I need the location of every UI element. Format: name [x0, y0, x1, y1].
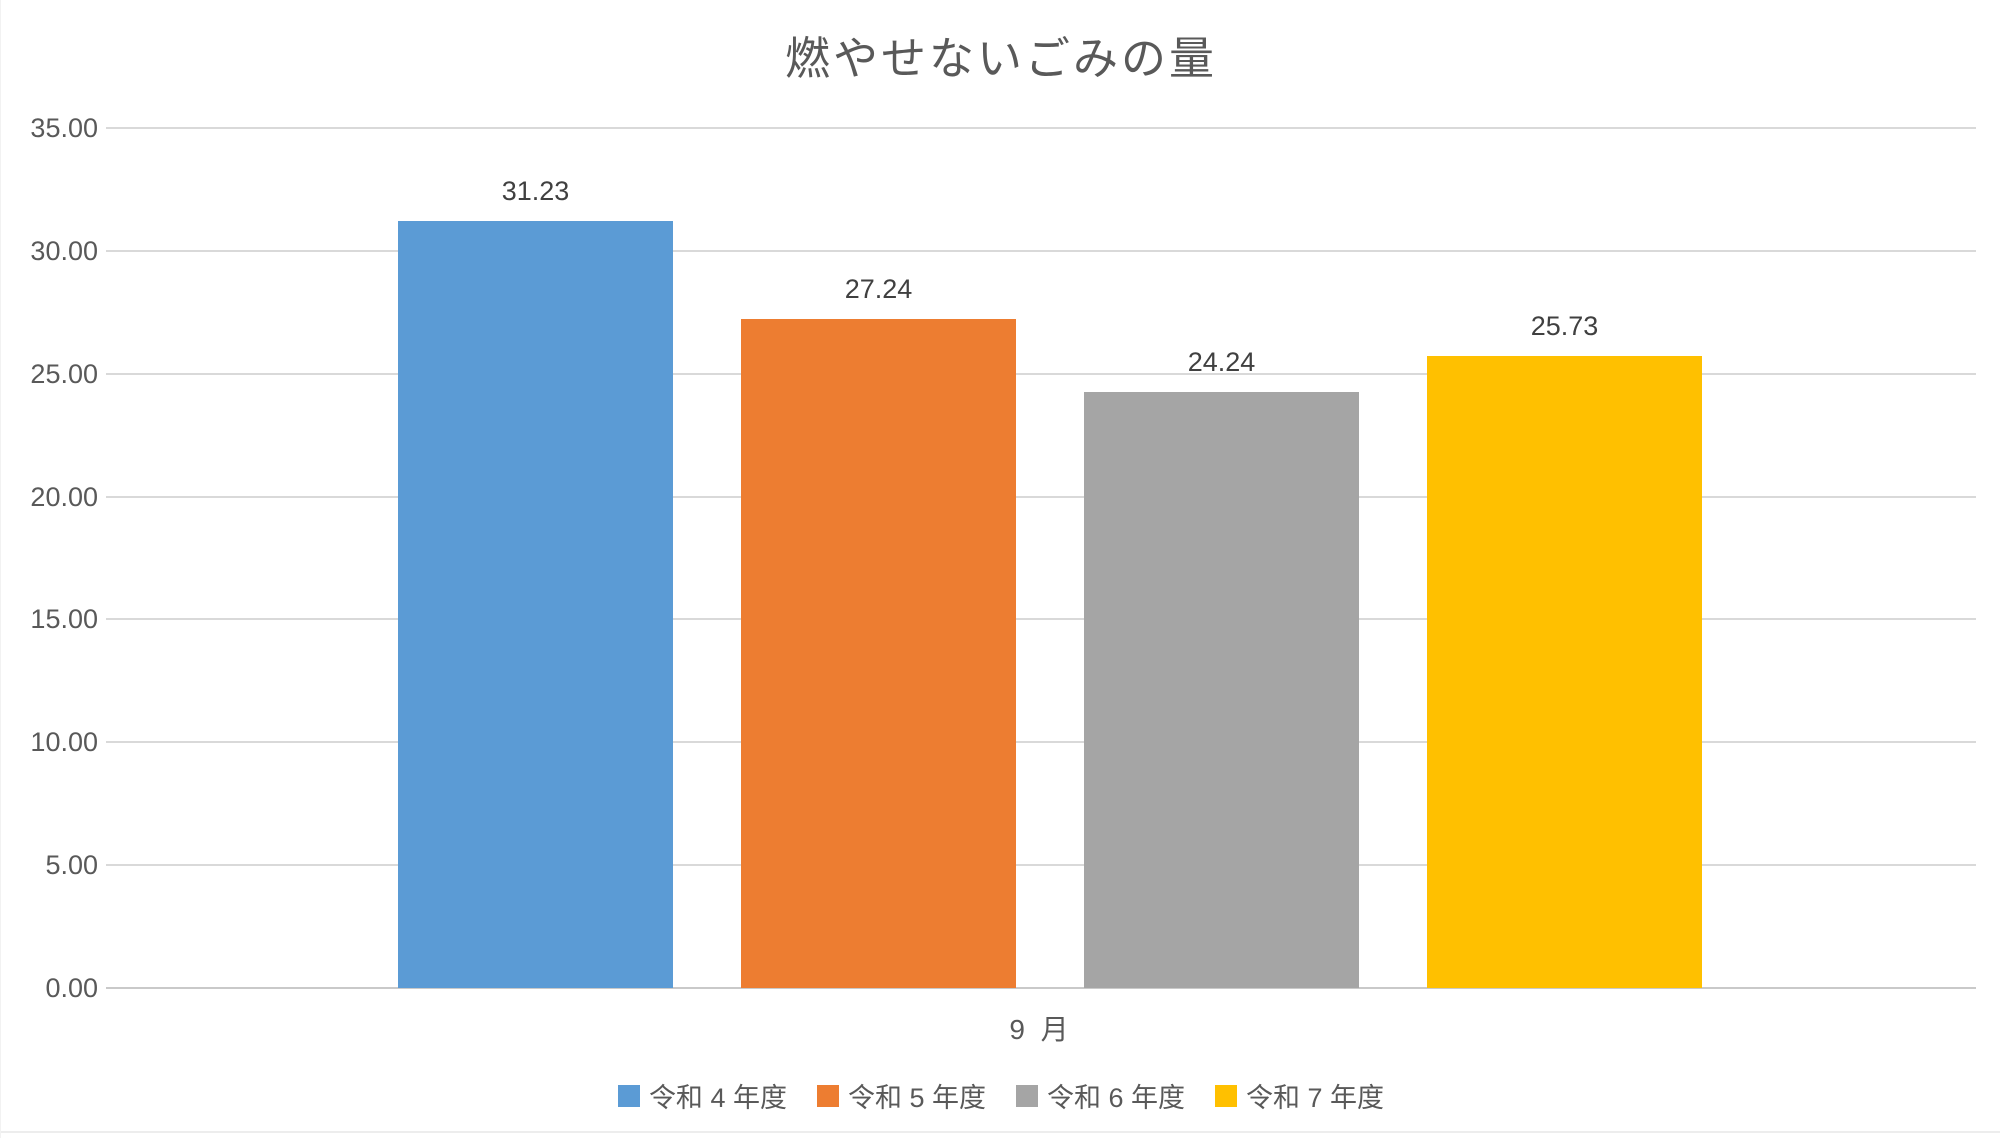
gridline — [106, 127, 1976, 129]
bar-value-label: 25.73 — [1530, 310, 1599, 341]
y-tick-label: 5.00 — [45, 850, 98, 881]
bar-series-2 — [741, 318, 1016, 988]
gridline — [106, 495, 1976, 498]
gridline — [106, 741, 1976, 744]
gridline — [106, 249, 1976, 252]
bar-value-label: 31.23 — [501, 175, 570, 206]
legend-swatch-icon — [816, 1084, 839, 1107]
legend-swatch-icon — [1215, 1084, 1238, 1107]
y-tick-label: 0.00 — [45, 973, 98, 1003]
y-tick-label: 15.00 — [30, 604, 98, 635]
gridline — [106, 372, 1976, 375]
y-tick-label: 35.00 — [30, 113, 98, 143]
y-tick-label: 20.00 — [30, 481, 98, 512]
legend-item-2: 令和 5 年度 — [816, 1076, 986, 1115]
y-tick-label: 25.00 — [30, 358, 98, 389]
legend: 令和 4 年度 令和 5 年度 令和 6 年度 令和 7 年度 — [1, 1076, 2000, 1115]
y-tick-label: 10.00 — [30, 727, 98, 758]
bar-value-label: 27.24 — [844, 273, 913, 304]
legend-item-label: 令和 4 年度 — [648, 1083, 787, 1113]
legend-item-4: 令和 7 年度 — [1215, 1076, 1384, 1115]
bar-value-label: 24.24 — [1187, 347, 1256, 378]
bar-series-3 — [1084, 392, 1359, 988]
chart-title: 燃やせないごみの量 — [784, 33, 1217, 84]
legend-item-label: 令和 7 年度 — [1246, 1083, 1385, 1113]
bar-series-4 — [1427, 355, 1702, 988]
legend-item-3: 令和 6 年度 — [1016, 1076, 1185, 1115]
legend-item-1: 令和 4 年度 — [617, 1076, 787, 1115]
legend-item-label: 令和 6 年度 — [1047, 1083, 1186, 1113]
x-axis-line — [106, 987, 1976, 989]
legend-swatch-icon — [1016, 1084, 1038, 1107]
y-tick-label: 30.00 — [30, 235, 98, 266]
x-axis-label: 9 月 — [1009, 1014, 1073, 1045]
legend-swatch-icon — [617, 1084, 640, 1107]
legend-item-label: 令和 5 年度 — [847, 1083, 986, 1113]
gridline — [106, 864, 1976, 867]
bar-series-1 — [398, 220, 673, 988]
gridline — [106, 618, 1976, 621]
chart-bottom-edge — [1, 1131, 2000, 1133]
